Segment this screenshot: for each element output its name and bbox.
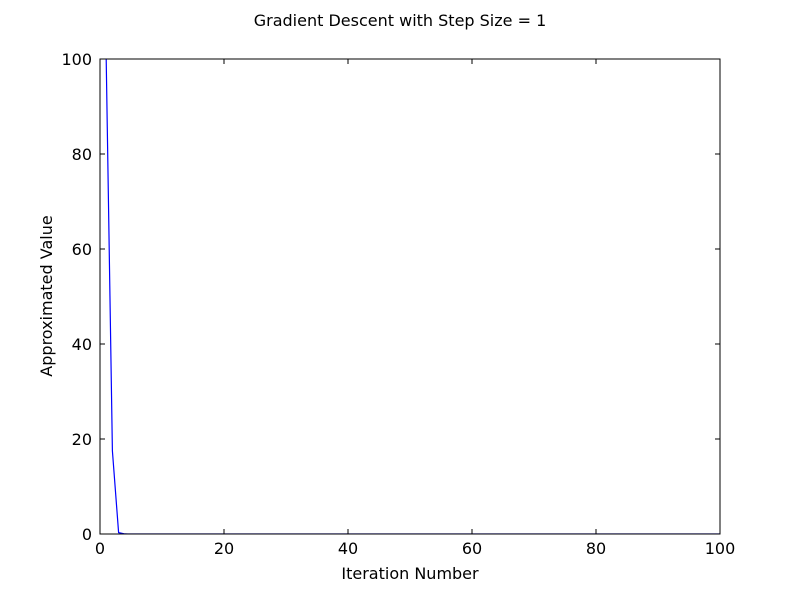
chart-title: Gradient Descent with Step Size = 1	[254, 11, 547, 30]
y-axis-label: Approximated Value	[37, 215, 56, 376]
x-axis-label: Iteration Number	[341, 564, 479, 583]
x-tick-label: 20	[214, 539, 234, 558]
x-tick-label: 60	[462, 539, 482, 558]
x-tick-label: 80	[586, 539, 606, 558]
y-tick-label: 20	[72, 430, 92, 449]
y-tick-label: 0	[82, 525, 92, 544]
x-tick-label: 100	[705, 539, 736, 558]
plot-area: 0 20 40 60 80 100 0 20 40 60 80 100	[61, 50, 735, 558]
axes-frame	[99, 58, 721, 535]
y-tick-label: 40	[72, 335, 92, 354]
y-tick-label: 60	[72, 240, 92, 259]
y-tick-label: 80	[72, 145, 92, 164]
x-tick-label: 0	[95, 539, 105, 558]
x-tick-label: 40	[338, 539, 358, 558]
y-tick-label: 100	[61, 50, 92, 69]
